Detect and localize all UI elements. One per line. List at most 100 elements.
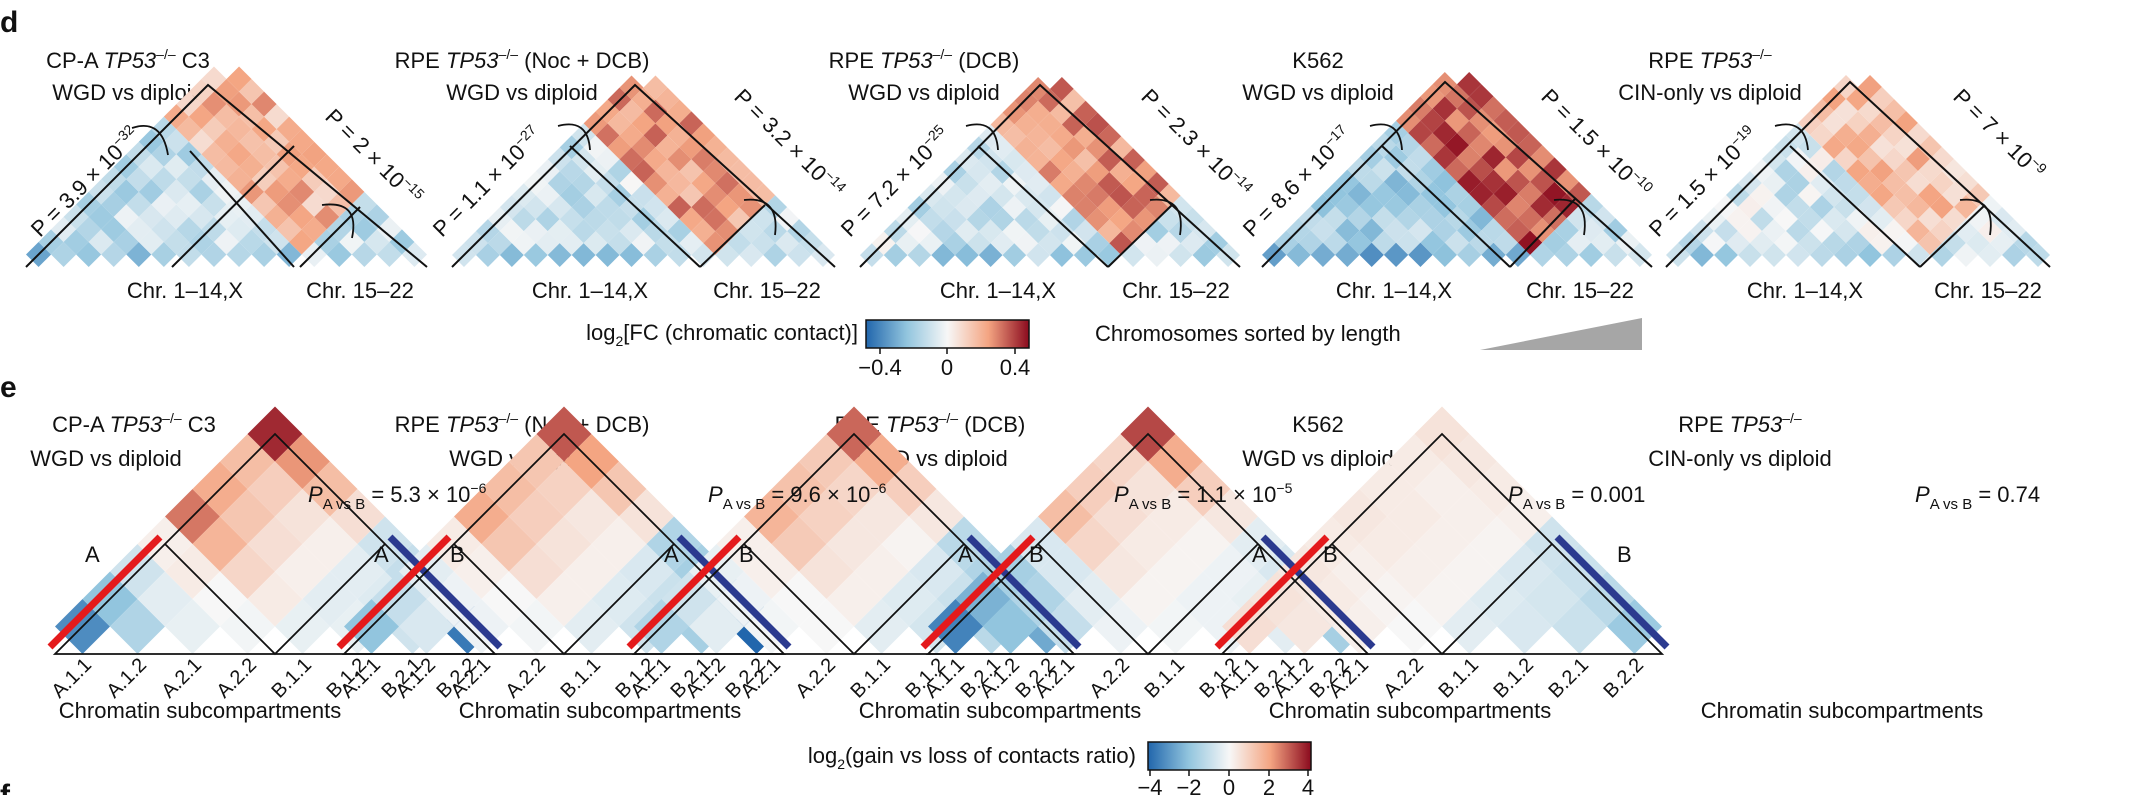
e2-group-a-label: A [374, 542, 389, 567]
e-colorbar-tick-4: 4 [1302, 775, 1314, 795]
d3-arrow-left [965, 123, 999, 151]
d4-arrow-right [1553, 198, 1586, 236]
d-colorbar-tick-min: −0.4 [858, 355, 901, 380]
panel-label-e: e [0, 371, 17, 404]
d4-divider-right [1381, 145, 1511, 268]
e1-tick-A.2.2: A.2.2 [212, 654, 261, 703]
panel-d: CP-A TP53–/– C3 WGD vs diploid RPE TP53–… [25, 46, 2051, 380]
e1-tick-A.2.1: A.2.1 [157, 654, 206, 703]
d3-divider-small [1107, 204, 1173, 268]
d2-xlabel-left: Chr. 1–14,X [532, 278, 649, 303]
e1-tick-B.1.1: B.1.1 [267, 654, 316, 703]
e-colorbar-tick-3: 2 [1263, 775, 1275, 795]
d1-subtitle: WGD vs diploid [52, 80, 204, 105]
e-xlabels: Chromatin subcompartments Chromatin subc… [59, 698, 1983, 723]
d1-outline [25, 83, 428, 268]
d1-divider-small [299, 206, 361, 268]
e5-xlabel: Chromatin subcompartments [1701, 698, 1983, 723]
e5-outline [1219, 432, 1665, 656]
d3-outline [859, 83, 1241, 268]
d1-divider-right [189, 150, 295, 268]
e-colorbar-tick-1: −2 [1176, 775, 1201, 795]
d1-title: CP-A TP53–/– C3 [46, 46, 210, 73]
e4-tick-A.2.2: A.2.2 [1085, 654, 1134, 703]
e3-outline [631, 432, 1077, 656]
d2-subtitle: WGD vs diploid [446, 80, 598, 105]
e-colorbar-tick-2: 0 [1223, 775, 1235, 795]
e1-group-a-label: A [85, 542, 100, 567]
e4-group-a-bar [920, 534, 1036, 650]
e5-tick-B.1.1: B.1.1 [1434, 654, 1483, 703]
e5-matrix [1222, 406, 1662, 654]
e2-group-a-bar [336, 534, 452, 650]
e3-xlabel: Chromatin subcompartments [859, 698, 1141, 723]
e-colorbar-label: log2(gain vs loss of contacts ratio) [808, 743, 1136, 772]
d3-title: RPE TP53–/– (DCB) [829, 46, 1020, 73]
e4-group-b-bar [1260, 534, 1376, 650]
e1-title: CP-A TP53–/– C3 [52, 410, 216, 437]
e5-tick-B.2.1: B.2.1 [1544, 654, 1593, 703]
d5-divider-right [1789, 145, 1921, 268]
d4-xlabel-right: Chr. 15–22 [1526, 278, 1634, 303]
d-colorbar-label: log2[FC (chromatic contact)] [586, 320, 858, 349]
e2-outline [341, 432, 787, 656]
e5-tick-B.2.2: B.2.2 [1599, 654, 1648, 703]
d2-xlabel-right: Chr. 15–22 [713, 278, 821, 303]
d5-xlabel-right: Chr. 15–22 [1934, 278, 2042, 303]
d-colorbar-tick-zero: 0 [941, 355, 953, 380]
d2-divider-right [569, 145, 701, 268]
d2-arrow-left [557, 123, 591, 151]
e5-tick-B.1.2: B.1.2 [1489, 654, 1538, 703]
d-colorbar-tick-max: 0.4 [1000, 355, 1031, 380]
e-colorbar-bar [1147, 741, 1312, 771]
e1-tick-A.1.2: A.1.2 [102, 654, 151, 703]
d4-arrow-left [1369, 123, 1403, 151]
e2-pvalue: PA vs B = 9.6 × 10−6 [708, 480, 887, 513]
e1-group-b-label: B [450, 542, 465, 567]
panel-e: CP-A TP53–/– C3 WGD vs diploid RPE TP53–… [30, 406, 2040, 795]
panel-label-d: d [0, 6, 18, 39]
e1-group-b-bar [387, 534, 503, 650]
e3-group-a-bar [626, 534, 742, 650]
d-colorbar-bar [865, 319, 1030, 349]
e4-xlabel: Chromatin subcompartments [1269, 698, 1551, 723]
e4-tick-B.1.1: B.1.1 [1140, 654, 1189, 703]
d1-arrow-left [131, 125, 169, 156]
e5-group-b-label: B [1617, 542, 1632, 567]
d1-arrow-right [321, 203, 355, 239]
e5-title: RPE TP53–/– [1678, 410, 1802, 437]
d3-xlabel-right: Chr. 15–22 [1122, 278, 1230, 303]
d4-xlabel-left: Chr. 1–14,X [1336, 278, 1453, 303]
d2-arrow-right [743, 198, 777, 236]
d3-subtitle: WGD vs diploid [848, 80, 1000, 105]
d5-title: RPE TP53–/– [1648, 46, 1772, 73]
e1-outline [52, 432, 498, 656]
d4-outline [1261, 80, 1653, 268]
d1-xlabel-right: Chr. 15–22 [306, 278, 414, 303]
e1-group-a-bar [47, 534, 163, 650]
d-length-wedge [1480, 318, 1642, 350]
e2-tick-B.1.1: B.1.1 [556, 654, 605, 703]
e4-outline [925, 432, 1371, 656]
d5-xlabel-left: Chr. 1–14,X [1747, 278, 1864, 303]
e1-tick-A.1.1: A.1.1 [47, 654, 96, 703]
e3-tick-A.2.2: A.2.2 [791, 654, 840, 703]
e2-group-b-bar [676, 534, 792, 650]
d1-divider-left [171, 145, 295, 268]
d4-divider-small [1509, 197, 1577, 268]
e3-pvalue: PA vs B = 1.1 × 10−5 [1114, 480, 1293, 513]
e5-group-a-bar [1214, 534, 1330, 650]
e4-title: K562 [1292, 412, 1343, 437]
e4-pvalue: PA vs B = 0.001 [1508, 482, 1645, 513]
e1-xlabel: Chromatin subcompartments [59, 698, 341, 723]
d4-title: K562 [1292, 48, 1343, 73]
e2-xlabel: Chromatin subcompartments [459, 698, 741, 723]
d3-arrow-right [1149, 198, 1182, 236]
d2-divider-small [699, 204, 766, 268]
e5-group-b-bar [1554, 534, 1670, 650]
e4-subtitle: WGD vs diploid [1242, 446, 1394, 471]
d-xlabels: Chr. 1–14,X Chr. 15–22 Chr. 1–14,X Chr. … [127, 278, 2042, 303]
d-sorted-label: Chromosomes sorted by length [1095, 321, 1401, 346]
e2-tick-A.2.2: A.2.2 [501, 654, 550, 703]
